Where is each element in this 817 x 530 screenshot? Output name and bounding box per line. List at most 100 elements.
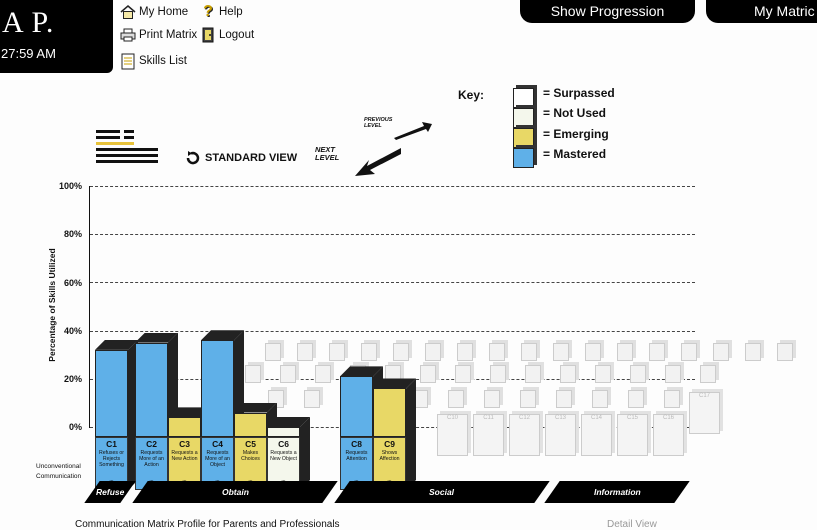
ghost-box: [630, 365, 646, 383]
footer-title: Communication Matrix Profile for Parents…: [75, 519, 340, 530]
bar-c6[interactable]: [267, 427, 300, 437]
bar-top: [95, 339, 138, 350]
ghost-box: [649, 343, 665, 361]
y-axis: [89, 186, 90, 428]
ghost-box: [664, 390, 680, 408]
bar-top: [267, 417, 310, 427]
bar-c2[interactable]: [135, 342, 168, 437]
skill-code: C8: [351, 439, 362, 449]
home-icon: [120, 4, 136, 20]
skill-code: C9: [384, 439, 395, 449]
skill-description: Requests More of an Object: [205, 450, 230, 468]
ghost-box: [617, 343, 633, 361]
skill-description: Requests a New Action: [171, 450, 198, 462]
ghost-box: [393, 343, 409, 361]
ghost-box: [304, 390, 320, 408]
skill-description: Shows Affection: [379, 450, 400, 462]
ghost-box: [745, 343, 761, 361]
ghost-box: [553, 343, 569, 361]
key-swatch-not-used: [513, 108, 534, 128]
help-icon: ?: [203, 3, 213, 20]
y-tick-20: 20%: [63, 374, 82, 384]
logout-label: Logout: [219, 29, 255, 41]
level-bars-icon[interactable]: [96, 130, 160, 171]
standard-view-button[interactable]: STANDARD VIEW: [185, 150, 297, 166]
key-title: Key:: [458, 88, 485, 102]
bar-c8[interactable]: [340, 376, 373, 437]
my-home-link[interactable]: My Home: [120, 4, 188, 20]
logout-link[interactable]: Logout: [200, 27, 254, 43]
skill-description: Requests More of an Action: [139, 450, 164, 468]
y-tick-40: 40%: [63, 326, 82, 336]
skill-code: C6: [278, 439, 289, 449]
skills-list-link[interactable]: Skills List: [120, 53, 187, 69]
category-obtain[interactable]: Obtain: [132, 481, 338, 503]
bar-side: [406, 378, 416, 490]
ghost-card: C15: [617, 414, 648, 456]
skill-code: C3: [179, 439, 190, 449]
ghost-box: [315, 365, 331, 383]
key-label-surpassed: = Surpassed: [543, 86, 615, 100]
down-left-arrow-icon: [355, 148, 401, 176]
key-swatch-surpassed: [513, 88, 534, 108]
bar-side: [168, 333, 178, 490]
my-matrix-button[interactable]: My Matric: [706, 0, 817, 23]
print-matrix-label: Print Matrix: [139, 29, 198, 41]
bar-top: [168, 407, 211, 418]
detail-view-link[interactable]: Detail View: [607, 519, 657, 530]
ghost-box: [280, 365, 296, 383]
clock-text: 27:59 AM: [1, 46, 56, 61]
next-level-label: NEXT LEVEL: [315, 145, 340, 162]
ghost-card: C16: [653, 414, 684, 456]
bar-c3[interactable]: [168, 417, 201, 437]
ghost-box: [329, 343, 345, 361]
ghost-card: C12: [509, 414, 540, 456]
next-level-button[interactable]: NEXT LEVEL: [315, 142, 405, 182]
help-link[interactable]: ? Help: [200, 3, 243, 20]
ghost-box: [700, 365, 716, 383]
skill-description: Requests Attention: [345, 450, 368, 462]
show-progression-button[interactable]: Show Progression: [520, 0, 695, 23]
gridline-100: [90, 186, 695, 187]
ghost-card: C11: [473, 414, 504, 456]
bar-side: [300, 417, 310, 490]
skill-description: Requests a New Object: [270, 450, 297, 462]
skill-code: C4: [212, 439, 223, 449]
bar-top: [201, 330, 244, 341]
bar-c5[interactable]: [234, 412, 267, 437]
ghost-box: [592, 390, 608, 408]
row-label: Unconventional Communication: [36, 463, 82, 480]
ghost-card: C10: [437, 414, 468, 456]
category-refuse[interactable]: Refuse: [84, 481, 136, 503]
ghost-box: [297, 343, 313, 361]
document-icon: [120, 53, 136, 69]
ghost-card: C14: [581, 414, 612, 456]
bar-top: [373, 378, 416, 389]
skill-code: C2: [146, 439, 157, 449]
previous-level-button[interactable]: PREVIOUS LEVEL: [362, 115, 437, 140]
ghost-box: [448, 390, 464, 408]
ghost-box: [420, 365, 436, 383]
category-social[interactable]: Social: [334, 481, 550, 503]
user-name: A P.: [2, 6, 55, 39]
bar-c4[interactable]: [201, 340, 234, 437]
bar-c1[interactable]: [95, 349, 128, 437]
gridline-80: [90, 234, 695, 235]
user-badge: A P. 27:59 AM: [0, 0, 113, 73]
refresh-icon: [185, 150, 201, 166]
category-information-label: Information: [593, 487, 641, 497]
bar-c9[interactable]: [373, 388, 406, 437]
skill-description: Refuses or Rejects Something: [98, 450, 125, 468]
ghost-box: [777, 343, 793, 361]
standard-view-label: STANDARD VIEW: [205, 152, 298, 164]
ghost-box: [681, 343, 697, 361]
print-matrix-link[interactable]: Print Matrix: [120, 27, 197, 43]
ghost-box: [457, 343, 473, 361]
ghost-box: [665, 365, 681, 383]
my-home-label: My Home: [139, 6, 189, 18]
previous-level-label: PREVIOUS LEVEL: [364, 117, 393, 129]
category-information[interactable]: Information: [544, 481, 690, 503]
category-social-label: Social: [429, 487, 455, 497]
y-tick-80: 80%: [63, 229, 82, 239]
key-swatch-mastered: [513, 148, 534, 168]
